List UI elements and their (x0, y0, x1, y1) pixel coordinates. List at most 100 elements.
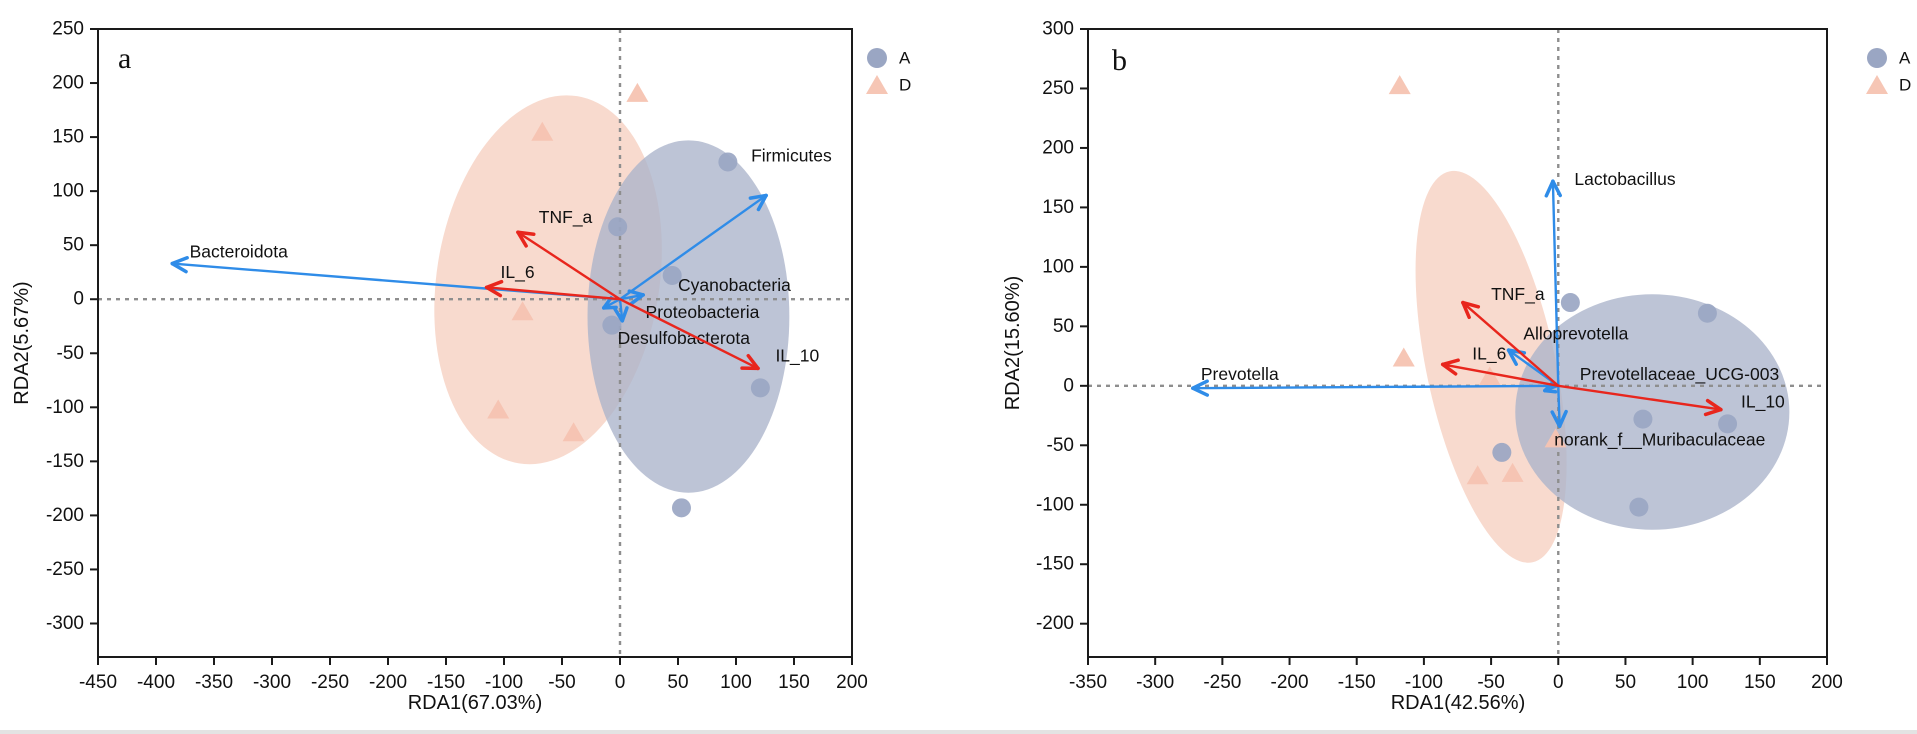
x-axis-tick-label: -100 (1405, 672, 1443, 693)
sample-point-group-a (750, 378, 770, 398)
arrow-label-prevotella: Prevotella (1201, 364, 1279, 384)
arrow-label-il-10: IL_10 (1741, 391, 1785, 412)
arrow-label-desulfobacterota: Desulfobacterota (618, 328, 751, 348)
x-axis-tick-label: 200 (1811, 672, 1843, 693)
y-axis-tick-label: 250 (52, 19, 84, 40)
figure-bottom-edge (0, 730, 1917, 734)
arrow-label-il-6: IL_6 (501, 262, 535, 283)
x-axis-tick-label: 150 (778, 672, 810, 693)
x-axis-tick-label: -200 (1271, 672, 1309, 693)
legend-panel-b: AD (1866, 48, 1911, 95)
sample-point-group-a (662, 265, 682, 285)
legend-marker-circle (867, 48, 887, 68)
y-axis-tick-label: -50 (57, 343, 84, 364)
arrowhead-il-10 (746, 353, 760, 371)
sample-point-group-a (671, 498, 691, 518)
x-axis-tick-label: 200 (836, 672, 868, 693)
y-axis-title: RDA2(5.67%) (11, 281, 33, 404)
arrowhead-il-6 (1440, 358, 1460, 367)
arrow-il-6 (486, 286, 621, 301)
sample-point-group-d (487, 399, 510, 419)
arrow-firmicutes (619, 194, 767, 301)
x-axis-tick-label: -400 (137, 672, 175, 693)
y-axis-tick-label: -150 (1036, 554, 1074, 575)
x-axis-tick-label: -300 (1136, 672, 1174, 693)
x-axis-tick-label: 150 (1744, 672, 1776, 693)
x-axis-tick-label: -50 (1477, 672, 1504, 693)
arrow-label-proteobacteria: Proteobacteria (646, 302, 760, 322)
sample-point-group-a (602, 315, 622, 335)
sample-point-group-d (1392, 347, 1415, 367)
y-axis-tick-label: 100 (52, 181, 84, 202)
legend-label-a: A (899, 49, 911, 68)
x-axis-title: RDA1(42.56%) (1391, 692, 1526, 714)
arrow-il-10 (619, 298, 759, 370)
arrow-label-alloprevotella: Alloprevotella (1523, 323, 1628, 343)
x-axis-tick-label: 50 (1615, 672, 1636, 693)
arrow-lactobacillus (1551, 181, 1560, 386)
y-axis-tick-label: 150 (52, 127, 84, 148)
legend-marker-circle (1867, 48, 1887, 68)
arrowhead-cyanobacteria (627, 289, 645, 297)
x-axis-tick-label: 0 (615, 672, 626, 693)
arrow-label-firmicutes: Firmicutes (751, 145, 832, 165)
y-axis-tick-label: 200 (1042, 137, 1074, 158)
legend-label-a: A (1899, 49, 1911, 68)
arrow-label-lactobacillus: Lactobacillus (1574, 169, 1675, 189)
arrow-label-tnf-a: TNF_a (1491, 284, 1545, 305)
x-axis-tick-label: -100 (485, 672, 523, 693)
plot-frame (1087, 28, 1828, 658)
panel-a: Bacteroidota Firmicutes Cyanobacteria Prote… (11, 19, 911, 715)
arrowhead-desulfobacterota (613, 307, 625, 323)
legend-marker-triangle (1866, 75, 1888, 94)
sample-point-group-a (1492, 442, 1512, 462)
arrow-label-cyanobacteria: Cyanobacteria (678, 275, 791, 295)
y-axis-tick-label: 100 (1042, 256, 1074, 277)
arrowhead-firmicutes (756, 193, 768, 212)
sample-point-group-d (511, 301, 534, 321)
y-axis-tick-label: -150 (46, 451, 84, 472)
x-axis-title: RDA1(67.03%) (408, 692, 543, 714)
arrowhead-il-10 (1703, 407, 1723, 417)
arrow-tnf-a (1462, 301, 1560, 387)
arrow-label-norank-f-muribaculaceae: norank_f__Muribaculaceae (1554, 429, 1765, 450)
legend-label-d: D (1899, 76, 1911, 95)
group-a-ellipse (587, 140, 790, 493)
arrowhead-prevotella (1191, 386, 1210, 397)
sample-point-group-d (1544, 428, 1567, 448)
sample-point-group-a (608, 217, 628, 237)
y-axis-tick-label: 50 (1053, 316, 1074, 337)
legend-label-d: D (899, 76, 911, 95)
y-axis-tick-label: 150 (1042, 197, 1074, 218)
arrowhead-bacteroidota (170, 256, 189, 266)
x-axis-tick-label: -300 (253, 672, 291, 693)
y-axis-tick-label: -250 (46, 559, 84, 580)
sample-point-group-d (562, 422, 585, 442)
arrow-il-6 (1442, 363, 1559, 387)
x-axis-tick-label: 0 (1553, 672, 1564, 693)
x-axis-tick-label: -150 (1338, 672, 1376, 693)
group-a-ellipse (1515, 294, 1790, 530)
x-axis-tick-label: -250 (1203, 672, 1241, 693)
x-axis-tick-label: -350 (195, 672, 233, 693)
sample-point-group-a (1633, 409, 1653, 429)
y-axis-tick-label: 0 (1063, 375, 1074, 396)
arrow-label-il-10: IL_10 (775, 345, 819, 366)
y-axis-tick-label: -100 (46, 397, 84, 418)
y-axis-tick-label: -300 (46, 613, 84, 634)
y-axis-tick-label: 0 (73, 289, 84, 310)
arrowhead-lactobacillus (1544, 179, 1555, 198)
x-axis-tick-label: -50 (548, 672, 575, 693)
y-axis-tick-label: 250 (1042, 78, 1074, 99)
legend-panel-a: AD (866, 48, 911, 95)
arrow-prevotella (1192, 384, 1559, 390)
sample-point-group-d (1466, 465, 1489, 485)
x-axis-tick-label: 100 (720, 672, 752, 693)
y-axis-tick-label: 300 (1042, 19, 1074, 40)
arrowhead-desulfobacterota (620, 306, 629, 323)
arrowhead-tnf-a (516, 230, 528, 248)
sample-point-group-a (1718, 414, 1738, 434)
arrowhead-norank-f-muribaculaceae (1557, 409, 1568, 429)
group-d-ellipse (1415, 170, 1567, 563)
